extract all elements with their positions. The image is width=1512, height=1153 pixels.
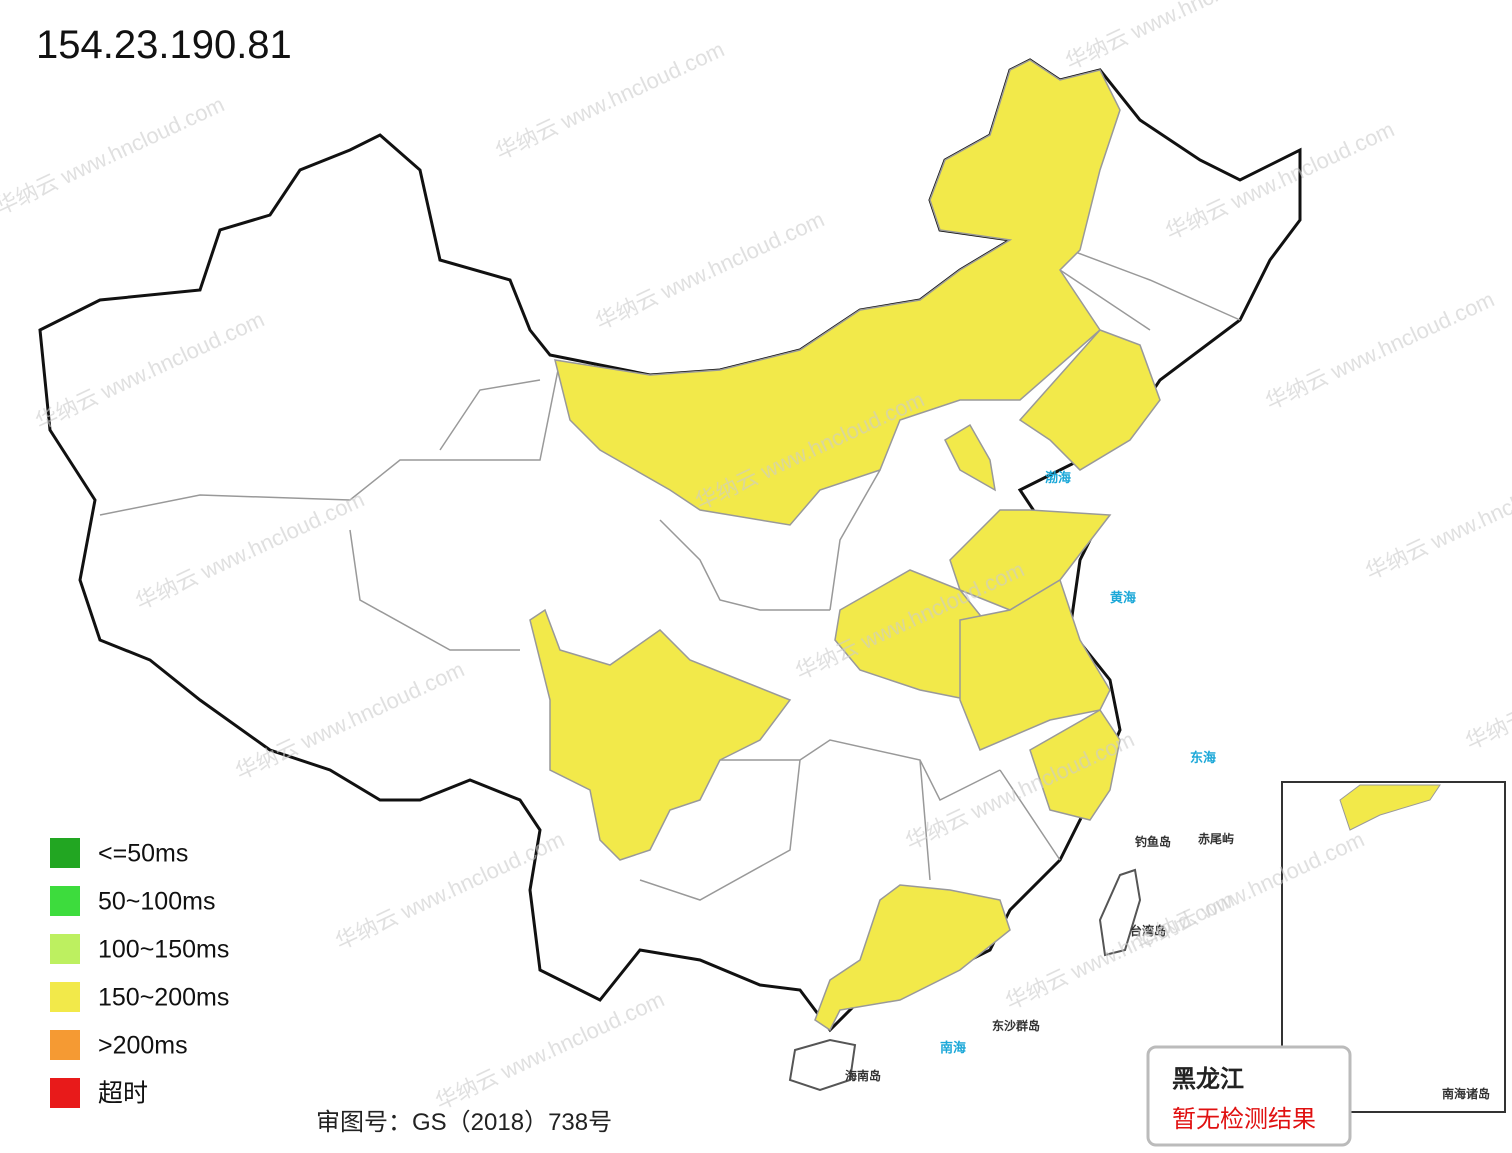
map-label: 赤尾屿 — [1198, 831, 1234, 846]
legend-swatch — [50, 934, 80, 964]
map-label: 台湾岛 — [1130, 923, 1166, 938]
province — [944, 423, 996, 492]
province-borders — [99, 249, 1241, 901]
legend-label: >200ms — [98, 1032, 188, 1060]
hainan — [788, 1038, 857, 1092]
province — [553, 59, 1121, 526]
province — [1029, 709, 1121, 821]
legend-swatch — [50, 886, 80, 916]
tooltip-box — [1146, 1045, 1352, 1147]
china-map — [38, 58, 1302, 1092]
tooltip-status: 暂无检测结果 — [1172, 1106, 1316, 1133]
legend-label: 100~150ms — [98, 936, 229, 964]
watermark: 华纳云 www.hncloud.com — [432, 986, 669, 1114]
watermark: 华纳云 www.hncloud.com — [1262, 286, 1499, 414]
legend-label: 超时 — [98, 1080, 148, 1108]
legend-label: <=50ms — [98, 840, 188, 868]
map-label: 东沙群岛 — [992, 1018, 1040, 1033]
approval-number: 审图号：GS（2018）738号 — [316, 1109, 612, 1136]
watermark: 华纳云 www.hncloud.com — [1362, 456, 1512, 584]
ip-title: 154.23.190.81 — [36, 23, 292, 67]
map-label: 钓鱼岛 — [1135, 834, 1171, 849]
legend-label: 50~100ms — [98, 888, 215, 916]
legend-swatch — [50, 838, 80, 868]
map-label: 海南岛 — [845, 1068, 881, 1083]
map-label: 东海 — [1190, 750, 1216, 765]
province — [529, 608, 792, 861]
map-label: 黄海 — [1110, 590, 1136, 605]
legend-swatch — [50, 982, 80, 1012]
map-label: 渤海 — [1045, 470, 1071, 485]
watermark: 华纳云 www.hncloud.com — [0, 91, 228, 219]
legend-label: 150~200ms — [98, 984, 229, 1012]
province — [814, 884, 1011, 1032]
taiwan — [1098, 868, 1142, 957]
china-outline — [38, 58, 1302, 1033]
map-label: 南海 — [940, 1040, 966, 1055]
legend-swatch — [50, 1078, 80, 1108]
watermark: 华纳云 www.hncloud.com — [1462, 626, 1512, 754]
map-label: 南海诸岛 — [1442, 1086, 1490, 1101]
watermark: 华纳云 www.hncloud.com — [592, 206, 829, 334]
province — [1018, 329, 1161, 471]
inset-guangdong — [1339, 784, 1441, 831]
legend-swatch — [50, 1030, 80, 1060]
tooltip-region: 黑龙江 — [1172, 1066, 1244, 1093]
watermark: 华纳云 www.hncloud.com — [492, 36, 729, 164]
province — [949, 509, 1112, 611]
watermark: 华纳云 www.hncloud.com — [1062, 0, 1299, 75]
